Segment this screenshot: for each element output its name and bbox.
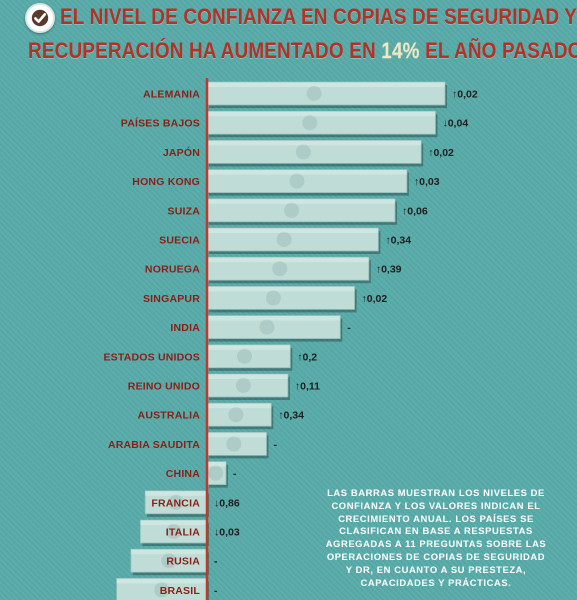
country-label: INDIA xyxy=(170,322,200,334)
growth-label: ↑0,34 xyxy=(385,235,411,247)
growth-label: ↑0,2 xyxy=(297,351,317,363)
country-label: ALEMANIA xyxy=(143,89,200,101)
bar-highlight xyxy=(207,315,341,321)
bar-row: PAÍSES BAJOS ↓0,04 xyxy=(121,110,468,138)
title-suffix: EL AÑO PASADO. xyxy=(425,38,577,63)
bar-highlight xyxy=(207,111,436,117)
chart-note: LAS BARRAS MUESTRAN LOS NIVELES DE CONFI… xyxy=(325,487,547,588)
bar-highlight xyxy=(207,198,396,204)
india-flag-icon xyxy=(259,319,275,335)
growth-label: ↑0,03 xyxy=(414,176,440,188)
growth-label: ↑0,02 xyxy=(362,293,388,305)
bar-highlight xyxy=(116,578,207,584)
country-label: BRASIL xyxy=(160,585,201,597)
chart-title: EL NIVEL DE CONFIANZA EN COPIAS DE SEGUR… xyxy=(60,4,577,29)
country-label: FRANCIA xyxy=(151,497,200,509)
title-highlight-percent: 14% xyxy=(381,38,420,63)
country-label: JAPÓN xyxy=(163,146,200,159)
country-label: ITALIA xyxy=(166,527,200,539)
growth-label: ↓0,04 xyxy=(442,118,468,130)
bar-row: SUIZA ↑0,06 xyxy=(168,198,428,225)
country-label: SUIZA xyxy=(168,205,201,217)
growth-label: ↑0,06 xyxy=(402,205,428,217)
bar-row: NORUEGA ↑0,39 xyxy=(145,256,402,284)
singapore-flag-icon xyxy=(265,290,281,306)
growth-label: ↓0,03 xyxy=(214,527,240,539)
growth-label: - xyxy=(214,585,218,597)
chart-title-line-2: RECUPERACIÓN HA AUMENTADO EN 14% EL AÑO … xyxy=(28,38,577,64)
country-label: HONG KONG xyxy=(132,176,200,188)
country-label: SUECIA xyxy=(159,235,200,247)
header: EL NIVEL DE CONFIANZA EN COPIAS DE SEGUR… xyxy=(0,0,577,78)
growth-label: ↑0,02 xyxy=(428,147,454,159)
bar-row: ESTADOS UNIDOS ↑0,2 xyxy=(103,344,317,371)
growth-label: - xyxy=(347,322,351,334)
country-label: ARABIA SAUDITA xyxy=(108,439,200,451)
bar-highlight xyxy=(207,374,288,379)
bar-row: RUSIA - xyxy=(130,548,218,576)
japan-flag-icon xyxy=(295,144,311,160)
uk-flag-icon xyxy=(235,378,251,393)
bar-row: CHINA - xyxy=(166,461,237,488)
bar-row: FRANCIA ↓0,86 xyxy=(144,490,240,517)
netherlands-flag-icon xyxy=(302,115,318,131)
title-prefix: RECUPERACIÓN HA AUMENTADO EN xyxy=(28,38,376,63)
country-label: PAÍSES BAJOS xyxy=(121,117,200,130)
sweden-flag-icon xyxy=(276,232,292,247)
bar-highlight xyxy=(207,344,291,350)
bar-row: JAPÓN ↑0,02 xyxy=(163,139,454,167)
bar-highlight xyxy=(207,461,227,467)
bar-highlight xyxy=(207,286,355,292)
growth-label: ↑0,34 xyxy=(278,410,304,422)
growth-label: - xyxy=(274,439,278,451)
bar-row: HONG KONG ↑0,03 xyxy=(132,169,440,196)
bar-row: ITALIA ↓0,03 xyxy=(139,519,240,546)
hong-kong-flag-icon xyxy=(289,173,305,189)
country-label: CHINA xyxy=(166,468,200,480)
growth-label: ↑0,39 xyxy=(376,264,402,276)
bar-row: BRASIL - xyxy=(116,578,218,600)
country-label: SINGAPUR xyxy=(143,293,200,305)
usa-flag-icon xyxy=(236,348,252,364)
bar-highlight xyxy=(130,549,207,555)
country-label: REINO UNIDO xyxy=(128,381,200,393)
brazil-flag-icon xyxy=(154,582,170,598)
bar-highlight xyxy=(207,403,272,409)
bar-highlight xyxy=(207,432,267,438)
growth-label: - xyxy=(233,468,237,480)
checkmark-icon xyxy=(25,3,55,33)
country-label: RUSIA xyxy=(166,556,200,568)
bar-highlight xyxy=(145,490,207,496)
bar-highlight xyxy=(207,257,369,263)
saudi-arabia-flag-icon xyxy=(226,436,242,452)
bar-row: SUECIA ↑0,34 xyxy=(159,227,411,254)
bar-row: ALEMANIA ↑0,02 xyxy=(143,81,478,108)
france-flag-icon xyxy=(168,494,184,510)
norway-flag-icon xyxy=(272,261,288,277)
growth-label: ↓0,86 xyxy=(214,497,240,509)
bar-highlight xyxy=(207,82,445,87)
growth-label: ↑0,02 xyxy=(452,89,478,101)
russia-flag-icon xyxy=(161,553,177,569)
bar-highlight xyxy=(207,228,379,233)
country-label: AUSTRALIA xyxy=(138,410,201,422)
bar-highlight xyxy=(207,169,407,175)
growth-label: ↑0,11 xyxy=(295,381,320,393)
germany-flag-icon xyxy=(306,86,322,101)
china-flag-icon xyxy=(208,465,224,481)
australia-flag-icon xyxy=(228,407,244,423)
country-label: NORUEGA xyxy=(145,264,200,276)
bar-row: REINO UNIDO ↑0,11 xyxy=(128,373,320,400)
switzerland-flag-icon xyxy=(284,202,300,218)
bar-row: AUSTRALIA ↑0,34 xyxy=(138,402,304,430)
bar-highlight xyxy=(207,140,422,146)
bar-row: INDIA - xyxy=(170,315,351,342)
bar-highlight xyxy=(140,520,207,525)
bar-row: ARABIA SAUDITA - xyxy=(108,431,278,459)
bar-row: SINGAPUR ↑0,02 xyxy=(143,285,388,313)
country-label: ESTADOS UNIDOS xyxy=(103,351,200,363)
italy-flag-icon xyxy=(166,524,182,539)
growth-label: - xyxy=(214,556,218,568)
